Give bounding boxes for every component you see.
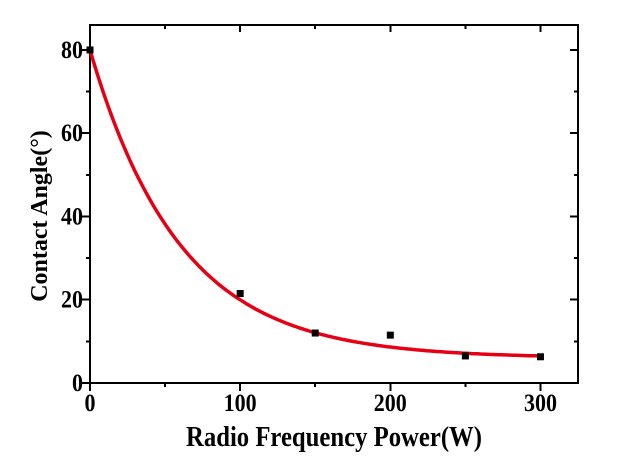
data-point-marker <box>461 352 469 360</box>
y-tick-label: 20 <box>61 287 83 314</box>
series-layer <box>86 46 544 361</box>
data-point-marker <box>536 353 544 361</box>
y-axis-title: Contact Angle(°) <box>27 130 53 302</box>
y-tick-label: 0 <box>72 370 83 397</box>
x-axis-title: Radio Frequency Power(W) <box>186 421 482 453</box>
data-point-marker <box>236 290 244 297</box>
data-point-marker <box>86 46 94 54</box>
fit-curve <box>88 48 543 358</box>
data-point-marker <box>386 331 394 339</box>
x-tick-label: 100 <box>224 390 257 417</box>
x-tick-label: 0 <box>85 390 96 417</box>
plot-frame <box>89 24 579 384</box>
y-tick-label: 60 <box>61 120 83 147</box>
tick-labels: 0 100 200 300 0 20 40 60 80 <box>61 37 557 417</box>
y-tick-label: 40 <box>61 203 83 230</box>
data-point-marker <box>311 329 319 337</box>
y-tick-label: 80 <box>61 37 83 64</box>
x-tick-label: 300 <box>524 390 557 417</box>
x-tick-label: 200 <box>374 390 407 417</box>
